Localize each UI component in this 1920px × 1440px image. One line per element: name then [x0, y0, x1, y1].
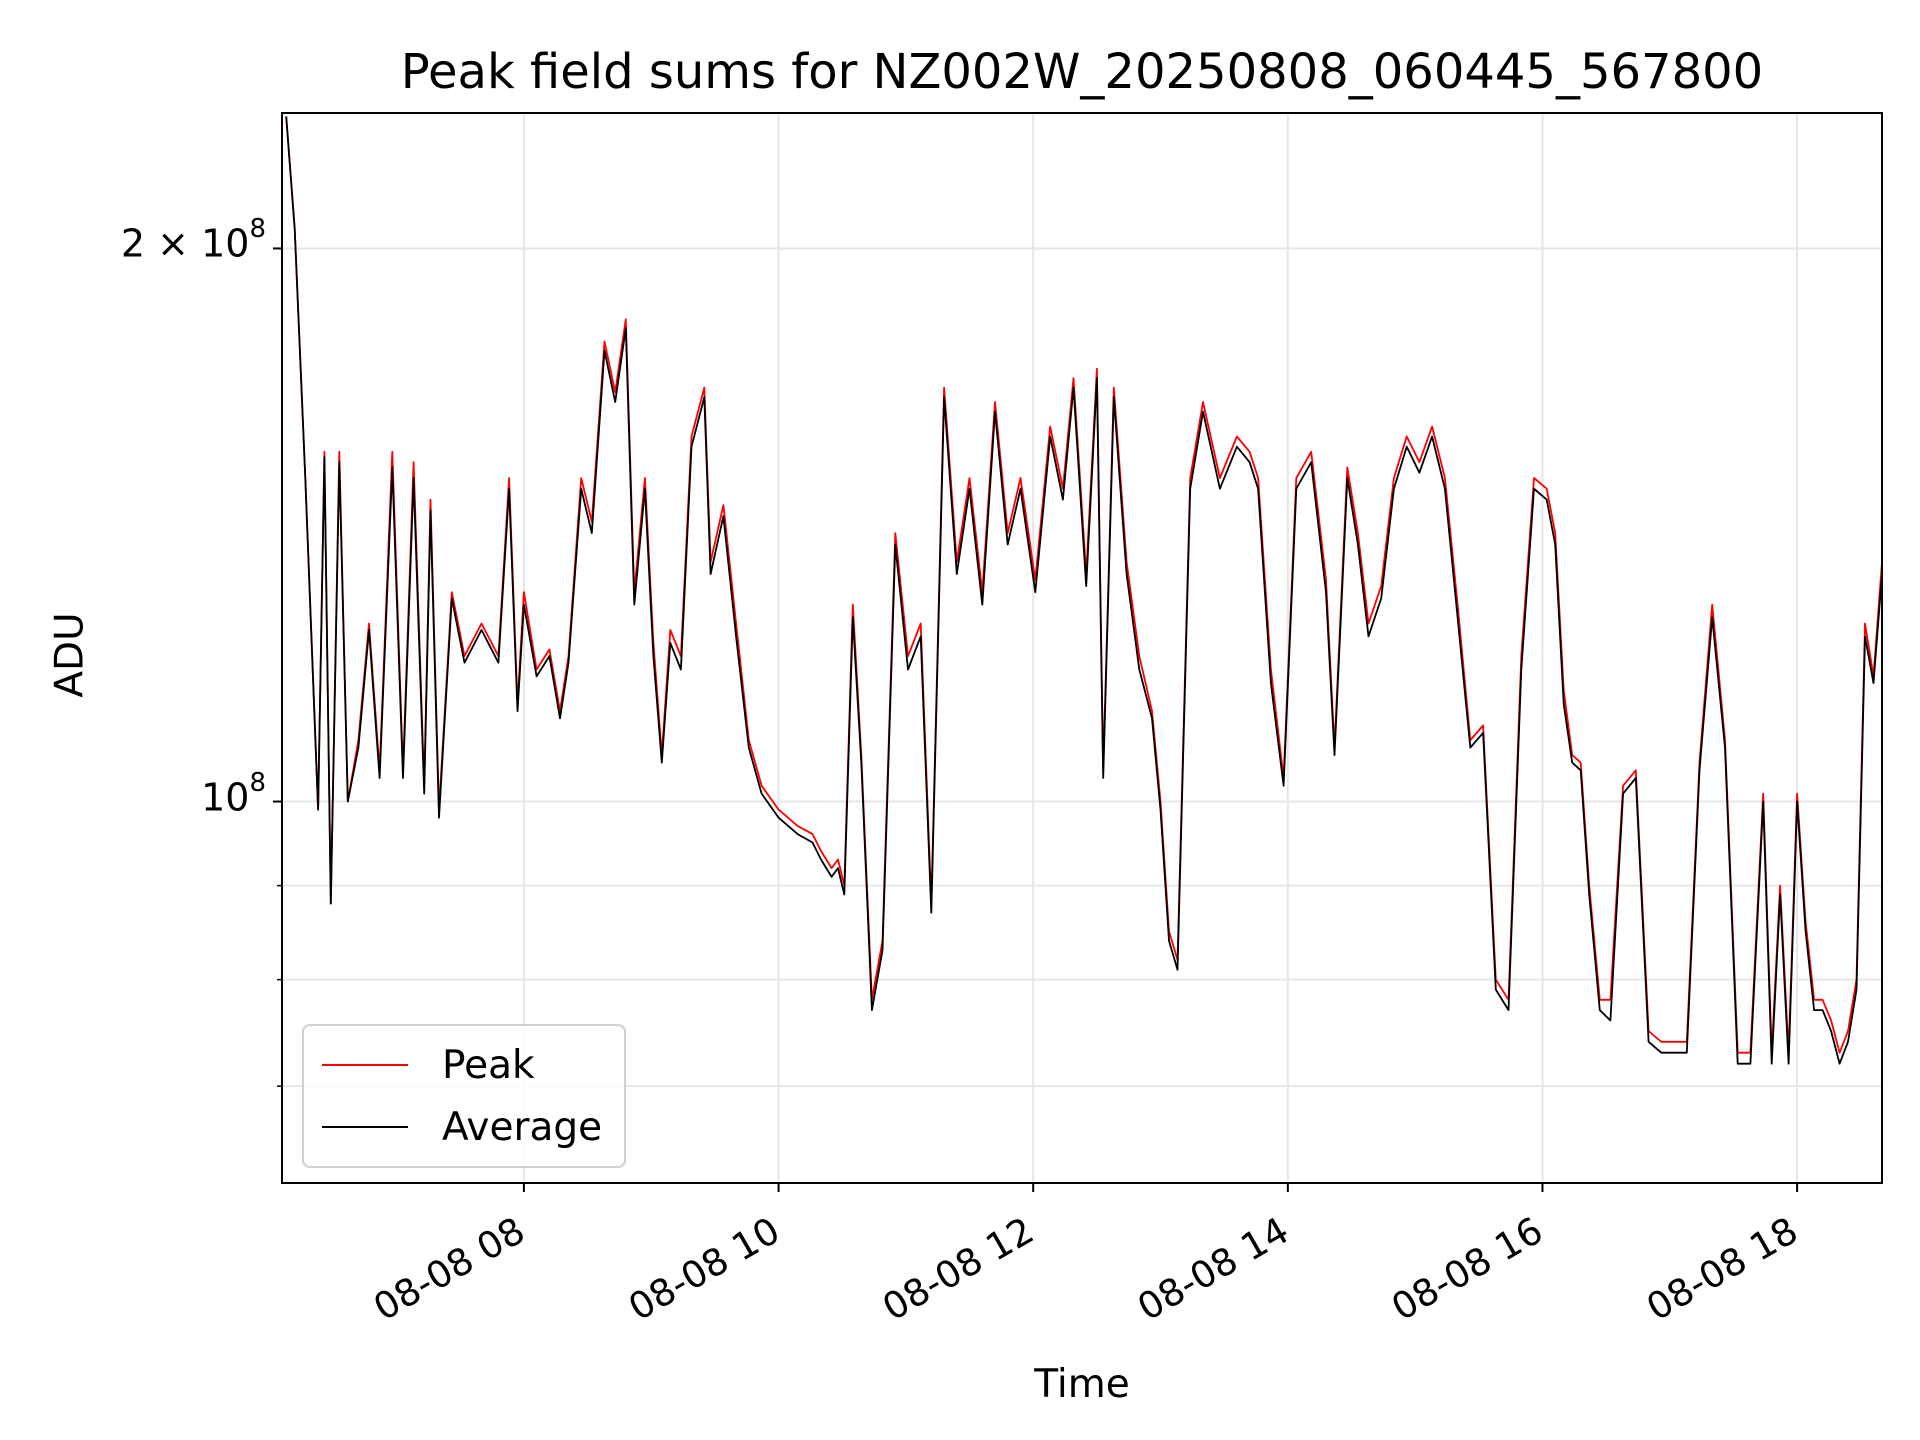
- y-axis-label: ADU: [47, 612, 93, 698]
- series-lines: [285, 116, 1882, 1065]
- legend-label-average: Average: [442, 1104, 603, 1150]
- series-line-average: [285, 116, 1882, 1065]
- x-axis-label: Time: [1034, 1362, 1130, 1407]
- grid-lines: [282, 113, 1882, 1183]
- legend-swatch-average: [322, 1126, 408, 1128]
- chart-title: Peak field sums for NZ002W_20250808_0604…: [400, 44, 1764, 100]
- legend: Peak Average: [302, 1024, 626, 1168]
- y-tick-exponent: 8: [249, 767, 266, 798]
- y-tick-base: 2 × 10: [120, 222, 250, 267]
- y-tick-base: 10: [201, 775, 250, 820]
- legend-item-peak: Peak: [322, 1040, 535, 1090]
- legend-swatch-peak: [322, 1064, 408, 1066]
- tick-marks: [273, 247, 1799, 1192]
- legend-item-average: Average: [322, 1102, 602, 1152]
- legend-label-peak: Peak: [442, 1042, 535, 1088]
- plot-frame: [281, 112, 1883, 1184]
- y-tick-label: 2 × 108: [120, 214, 266, 267]
- y-tick-exponent: 8: [249, 214, 266, 245]
- y-tick-label: 108: [201, 768, 266, 820]
